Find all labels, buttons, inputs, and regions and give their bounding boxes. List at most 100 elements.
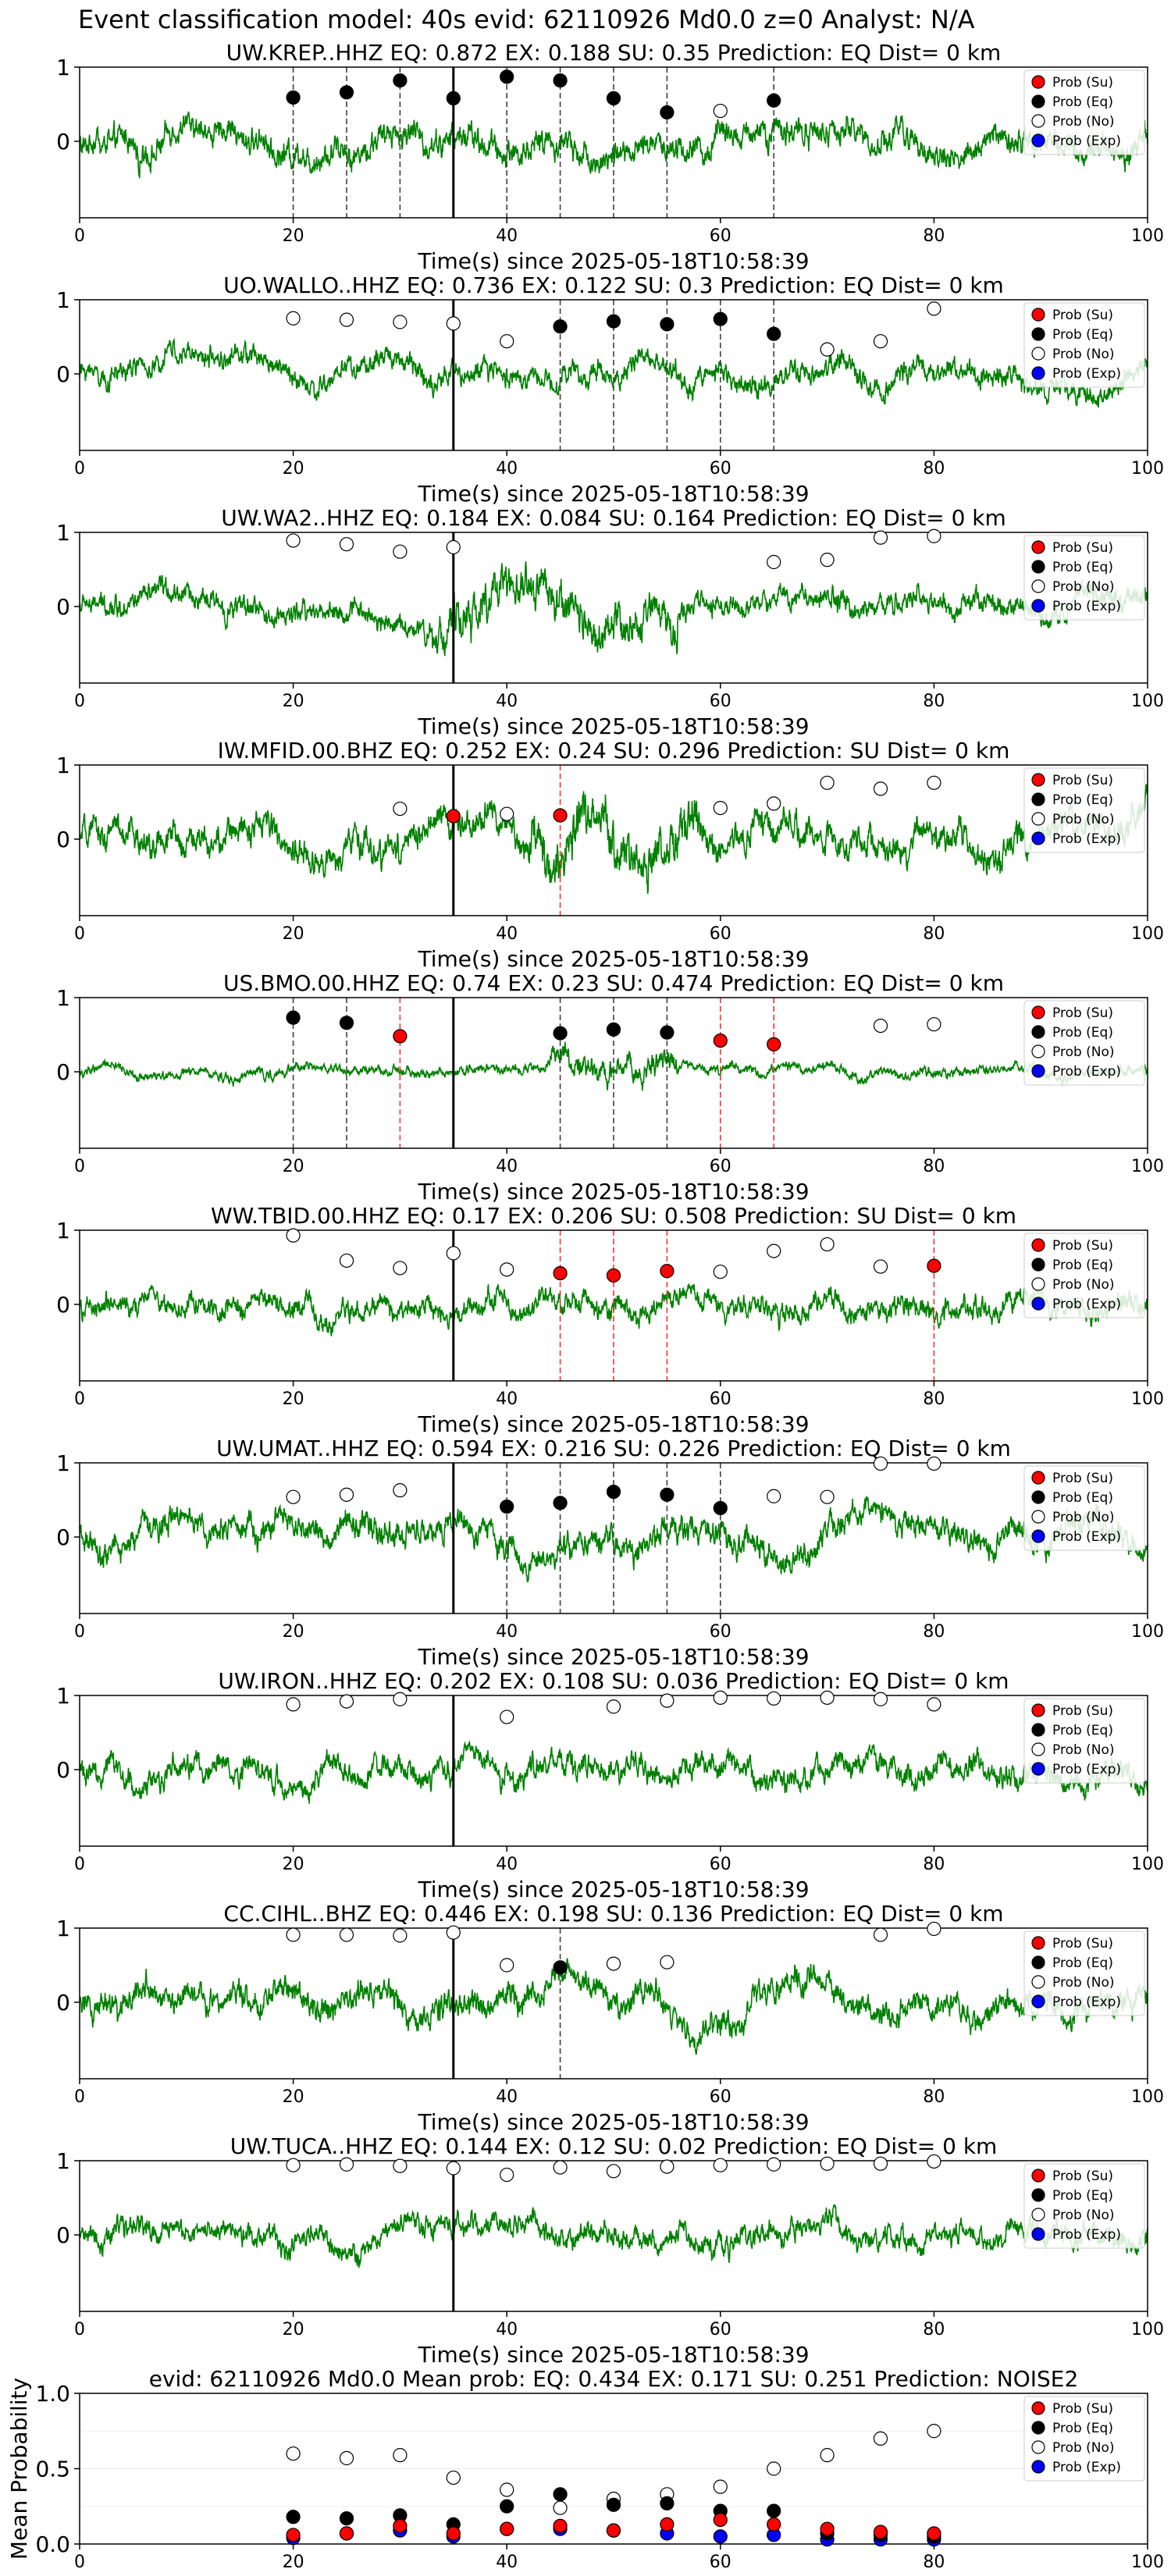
point-probeq-5 xyxy=(553,73,568,88)
legend-label-1: Prob (Eq) xyxy=(1052,327,1113,343)
x-tick-label-2: 40 xyxy=(496,1855,518,1874)
panel-title-9: UW.TUCA..HHZ EQ: 0.144 EX: 0.12 SU: 0.02… xyxy=(230,2133,998,2159)
panel-0: UW.KREP..HHZ EQ: 0.872 EX: 0.188 SU: 0.3… xyxy=(56,40,1164,274)
legend-box xyxy=(1023,535,1145,621)
panel-8: CC.CIHL..BHZ EQ: 0.446 EX: 0.198 SU: 0.1… xyxy=(56,1901,1164,2135)
legend-box xyxy=(1023,302,1145,388)
legend-box xyxy=(1023,2396,1145,2482)
x-tick-label-4: 80 xyxy=(923,2320,945,2339)
point-probno-9 xyxy=(873,1692,888,1706)
x-tick-label-3: 60 xyxy=(710,1855,731,1874)
x-axis-label-5: Time(s) since 2025-05-18T10:58:39 xyxy=(417,1411,809,1437)
legend-label-1: Prob (Eq) xyxy=(1052,792,1113,808)
point-probno-6 xyxy=(606,2164,621,2179)
point-probeq-3 xyxy=(713,311,728,326)
legend-marker-1 xyxy=(1031,2188,1045,2202)
point-probno-2 xyxy=(393,2448,408,2463)
point-probno-7 xyxy=(820,1236,835,1252)
legend-marker-3 xyxy=(1031,1529,1045,1543)
x-tick-label-2: 40 xyxy=(496,2320,518,2339)
y-tick-label-0: 0 xyxy=(56,1990,70,2016)
y-tick-label-0: 0 xyxy=(56,129,70,155)
y-tick-label-0: 0 xyxy=(56,361,70,387)
panel-title-8: CC.CIHL..BHZ EQ: 0.446 EX: 0.198 SU: 0.1… xyxy=(223,1901,1003,1927)
point-probsu-12 xyxy=(927,2526,941,2541)
legend-label-3: Prob (Exp) xyxy=(1052,1297,1121,1312)
axes-frame-7 xyxy=(79,1695,1148,1847)
y-tick-label-0: 0 xyxy=(56,1292,70,1318)
point-probeq-0 xyxy=(286,1010,301,1025)
axes-frame-5 xyxy=(79,1229,1148,1382)
point-probsu-0 xyxy=(446,809,461,824)
point-probno-2 xyxy=(393,1692,408,1706)
y-tick-label-1: 1 xyxy=(56,287,70,313)
point-probno-1 xyxy=(339,1694,354,1709)
point-probeq-5 xyxy=(553,2487,568,2502)
point-probno-12 xyxy=(927,2424,941,2439)
point-probno-7 xyxy=(927,301,941,316)
panel-title-5: WW.TBID.00.HHZ EQ: 0.17 EX: 0.206 SU: 0.… xyxy=(211,1203,1016,1229)
x-tick-label-3: 60 xyxy=(710,1622,731,1642)
panel-10: evid: 62110926 Md0.0 Mean prob: EQ: 0.43… xyxy=(6,2366,1164,2572)
point-probno-3 xyxy=(446,1925,461,1940)
axes-frame-9 xyxy=(79,2160,1148,2312)
point-probno-8 xyxy=(713,2158,728,2172)
legend-marker-3 xyxy=(1031,1994,1045,2008)
point-probno-3 xyxy=(446,539,461,555)
y-tick-label-1: 1 xyxy=(56,2148,70,2174)
point-probsu-2 xyxy=(767,1037,781,1051)
point-probno-5 xyxy=(553,2160,568,2175)
point-probno-3 xyxy=(446,2470,461,2485)
legend-label-3: Prob (Exp) xyxy=(1052,366,1121,382)
legend-label-3: Prob (Exp) xyxy=(1052,2460,1121,2475)
point-probeq-0 xyxy=(286,2510,301,2524)
legend-label-2: Prob (No) xyxy=(1052,579,1115,595)
point-probno-0 xyxy=(286,533,301,548)
legend-marker-2 xyxy=(1031,2208,1045,2222)
legend-marker-3 xyxy=(1031,1064,1045,1078)
x-axis-label-3: Time(s) since 2025-05-18T10:58:39 xyxy=(417,946,809,972)
point-probno-2 xyxy=(393,1261,408,1276)
x-tick-label-5: 100 xyxy=(1131,1157,1164,1176)
legend-box xyxy=(1023,1930,1145,2016)
point-probno-12 xyxy=(927,2154,941,2169)
panel-title-7: UW.IRON..HHZ EQ: 0.202 EX: 0.108 SU: 0.0… xyxy=(218,1668,1009,1694)
point-probno-5 xyxy=(820,553,835,568)
legend-box xyxy=(1023,767,1145,853)
point-probno-4 xyxy=(500,2167,514,2183)
point-probeq-1 xyxy=(606,314,621,329)
point-probexp-8 xyxy=(713,2529,728,2544)
figure-title: Event classification model: 40s evid: 62… xyxy=(78,5,975,34)
legend-9: Prob (Su) Prob (Eq) Prob (No) Prob (Exp) xyxy=(1023,2163,1145,2249)
x-axis-label-9: Time(s) since 2025-05-18T10:58:39 xyxy=(417,2342,809,2368)
point-probno-5 xyxy=(820,342,835,357)
axes-frame-1 xyxy=(79,299,1148,451)
legend-label-0: Prob (Su) xyxy=(1052,540,1113,556)
point-probno-6 xyxy=(873,334,888,349)
legend-marker-0 xyxy=(1031,1238,1045,1252)
point-probno-3 xyxy=(446,316,461,331)
point-probno-1 xyxy=(339,2450,354,2466)
legend-label-1: Prob (Eq) xyxy=(1052,1490,1113,1506)
legend-marker-0 xyxy=(1031,2169,1045,2183)
legend-marker-2 xyxy=(1031,114,1045,128)
waveform-7 xyxy=(79,1739,1148,1804)
point-probno-4 xyxy=(820,775,835,790)
legend-marker-0 xyxy=(1031,773,1045,787)
legend-marker-3 xyxy=(1031,2227,1045,2241)
point-probno-10 xyxy=(820,2448,835,2463)
x-tick-label-0: 0 xyxy=(74,1389,85,1409)
waveform-8 xyxy=(79,1958,1148,2055)
x-tick-label-4: 80 xyxy=(923,2553,945,2572)
panel-1: UO.WALLO..HHZ EQ: 0.736 EX: 0.122 SU: 0.… xyxy=(56,272,1164,507)
point-probeq-6 xyxy=(606,91,621,106)
x-tick-label-1: 20 xyxy=(283,1389,304,1409)
point-probno-6 xyxy=(660,1955,674,1969)
point-probsu-0 xyxy=(393,1029,408,1044)
legend-marker-1 xyxy=(1031,2421,1045,2435)
point-probno-2 xyxy=(713,800,728,816)
legend-marker-0 xyxy=(1031,75,1045,89)
legend-label-3: Prob (Exp) xyxy=(1052,1064,1121,1080)
point-probno-5 xyxy=(873,781,888,796)
x-tick-label-3: 60 xyxy=(710,226,731,246)
